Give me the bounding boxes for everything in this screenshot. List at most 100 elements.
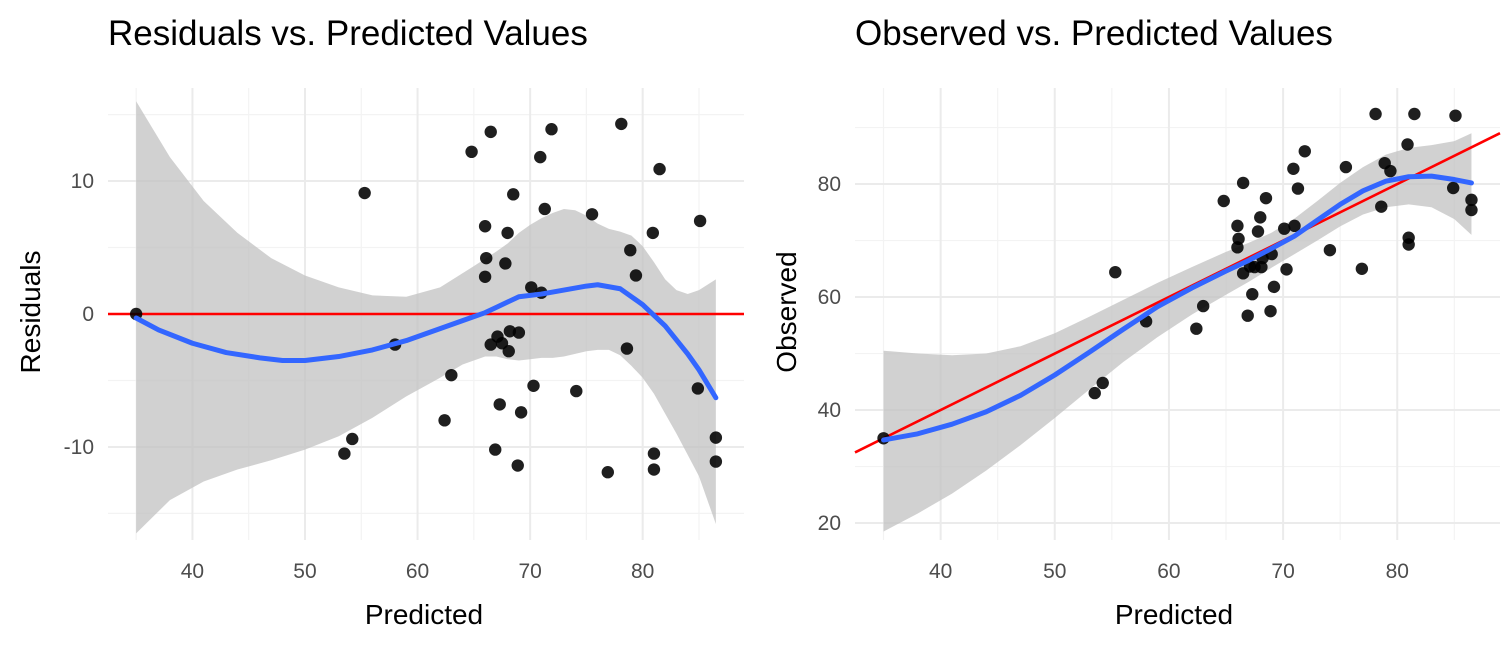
data-point [511, 459, 524, 472]
data-point [525, 281, 538, 294]
data-point [1196, 299, 1210, 313]
data-point [1291, 182, 1305, 195]
smooth-fit-line [133, 282, 719, 401]
data-point [465, 145, 478, 159]
x-tick-label: 70 [518, 560, 541, 583]
confidence-band [883, 133, 1472, 532]
data-point [693, 214, 707, 228]
x-tick-label: 50 [1043, 560, 1066, 583]
data-point [647, 463, 661, 476]
data-point [1264, 304, 1277, 318]
x-tick-label: 40 [181, 560, 204, 583]
data-point [527, 379, 540, 392]
data-point [1449, 109, 1462, 122]
x-tick-label: 80 [631, 560, 654, 583]
y-tick-label: 0 [82, 303, 94, 326]
confidence-band [136, 101, 716, 534]
data-point [585, 208, 599, 221]
data-point [646, 226, 660, 240]
data-point [1251, 225, 1265, 238]
data-point [514, 406, 528, 419]
data-point [1298, 145, 1311, 158]
data-point [1465, 193, 1478, 207]
x-tick-label: 60 [406, 560, 429, 583]
data-point [499, 257, 512, 270]
data-point [1231, 241, 1244, 254]
data-point [478, 220, 492, 233]
y-tick-label: 80 [818, 173, 841, 196]
data-point [338, 447, 351, 460]
data-point [1088, 386, 1101, 400]
data-point [629, 269, 643, 282]
y-tick-label: 10 [71, 170, 94, 193]
data-point [570, 384, 583, 398]
y-axis-title: Observed [771, 251, 802, 372]
data-point [493, 398, 506, 411]
data-point [1280, 263, 1293, 276]
data-point [653, 162, 666, 176]
data-point [620, 342, 634, 355]
data-point [1267, 280, 1281, 294]
data-point [534, 150, 547, 164]
data-point [1401, 138, 1414, 151]
y-tick-label: 20 [818, 512, 841, 535]
data-point [624, 243, 637, 257]
smooth-fit-line [881, 173, 1474, 443]
data-point [1323, 243, 1337, 257]
data-point [1109, 265, 1122, 279]
data-point [478, 270, 492, 283]
y-tick-label: -10 [64, 436, 94, 459]
data-point [1375, 200, 1388, 213]
x-tick-label: 70 [1271, 560, 1294, 583]
plot-area: 40 50 60 70 80 20 40 60 80 [818, 88, 1501, 583]
plot-area: 40 50 60 70 80 -10 0 10 [64, 88, 744, 583]
data-point [1339, 160, 1353, 174]
data-point [1246, 288, 1259, 301]
data-point [615, 117, 628, 131]
data-point [691, 382, 705, 395]
data-point [489, 443, 502, 456]
data-point [1446, 181, 1460, 195]
data-point [1278, 222, 1291, 235]
data-point [1384, 164, 1397, 178]
data-point [1408, 107, 1421, 121]
x-tick-label: 40 [929, 560, 952, 583]
data-point [502, 345, 515, 358]
data-point [1231, 219, 1244, 233]
data-point [1259, 191, 1273, 205]
data-point [601, 466, 614, 479]
x-tick-label: 80 [1386, 560, 1409, 583]
data-point [1355, 262, 1369, 275]
data-point [507, 188, 520, 201]
data-point [1190, 322, 1203, 335]
data-point [438, 414, 451, 427]
data-point [647, 447, 661, 460]
data-point [1255, 260, 1268, 274]
data-point [709, 431, 723, 444]
data-point [709, 455, 723, 468]
y-axis-title: Residuals [15, 251, 46, 374]
data-point [1465, 203, 1478, 217]
data-point [346, 432, 359, 446]
x-axis-title: Predicted [365, 599, 483, 630]
y-tick-label: 60 [818, 286, 841, 309]
x-tick-label: 60 [1157, 560, 1180, 583]
data-point [1369, 107, 1382, 121]
data-point [501, 226, 514, 240]
data-point [1287, 162, 1300, 175]
data-point [1254, 211, 1267, 224]
data-point [1241, 309, 1254, 322]
data-point [545, 123, 558, 136]
data-point [358, 186, 371, 200]
data-point [1288, 219, 1301, 233]
chart-title: Observed vs. Predicted Values [855, 14, 1333, 53]
data-point [512, 326, 526, 339]
data-point [538, 202, 551, 216]
data-point [1096, 376, 1109, 390]
data-point [484, 125, 497, 139]
data-point [1217, 194, 1230, 208]
chart-title: Residuals vs. Predicted Values [108, 14, 588, 53]
